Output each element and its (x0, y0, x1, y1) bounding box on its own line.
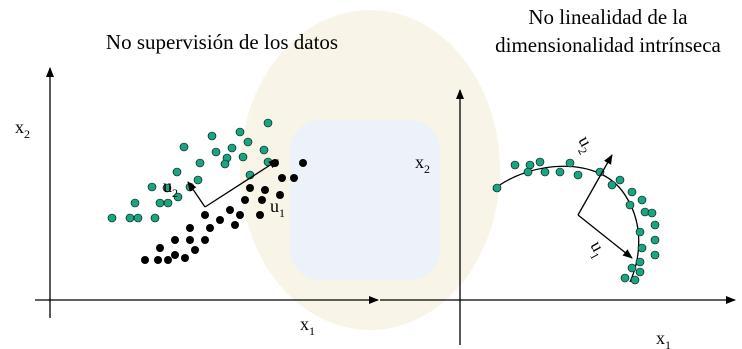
point (608, 181, 616, 189)
point (246, 184, 254, 192)
point (616, 176, 624, 184)
point (201, 211, 209, 219)
vector-u1 (578, 215, 632, 258)
point (290, 174, 298, 182)
point (236, 128, 244, 136)
point (574, 171, 582, 179)
point (628, 264, 636, 272)
point (191, 246, 199, 254)
point (626, 201, 634, 209)
point (524, 168, 532, 176)
point (164, 256, 172, 264)
point (206, 224, 214, 232)
point (636, 268, 644, 276)
point (151, 214, 159, 222)
point (648, 209, 656, 217)
u1-label: u1 (583, 237, 611, 262)
left-title: No supervisión de los datos (106, 30, 338, 54)
point (638, 196, 646, 204)
u2-label: u2 (163, 176, 178, 200)
point (556, 168, 564, 176)
point (226, 206, 234, 214)
point (278, 174, 286, 182)
vector-u2 (188, 182, 205, 207)
point (156, 199, 164, 207)
point (221, 160, 229, 168)
point (566, 159, 574, 167)
point (108, 214, 116, 222)
y-axis-label: x2 (15, 117, 30, 141)
point (244, 138, 252, 146)
point (638, 244, 646, 252)
point (493, 184, 501, 192)
point (164, 199, 172, 207)
point (212, 148, 220, 156)
u2-label: u2 (571, 132, 599, 157)
point (173, 168, 181, 176)
point (236, 211, 244, 219)
x-axis-label: x1 (656, 328, 671, 349)
right-title-line2: dimensionalidad intrínseca (495, 33, 721, 57)
point (641, 208, 649, 216)
point (196, 159, 204, 167)
point (194, 176, 202, 184)
point (264, 119, 272, 127)
point (636, 228, 644, 236)
point (126, 214, 134, 222)
point (256, 211, 264, 219)
point (261, 186, 269, 194)
manifold-curve (493, 166, 639, 282)
point (511, 161, 519, 169)
point (239, 153, 247, 161)
point (651, 221, 659, 229)
point (180, 143, 188, 151)
x-axis-label: x1 (300, 314, 315, 338)
diagram: No supervisión de los datos x2 x1 u2 u1 … (0, 0, 742, 349)
point (536, 158, 544, 166)
point (154, 256, 162, 264)
point (141, 256, 149, 264)
point (216, 216, 224, 224)
right-title-line1: No linealidad de la (528, 5, 688, 29)
point (201, 236, 209, 244)
point (631, 276, 639, 284)
point (208, 132, 216, 140)
green-points (493, 158, 659, 284)
vector-u2 (578, 155, 612, 215)
point (148, 183, 156, 191)
point (628, 188, 636, 196)
point (131, 199, 139, 207)
point (156, 244, 164, 252)
point (636, 258, 644, 266)
point (621, 274, 629, 282)
point (186, 236, 194, 244)
point (228, 144, 236, 152)
point (299, 159, 307, 167)
point (186, 224, 194, 232)
point (181, 254, 189, 262)
point (651, 236, 659, 244)
point (134, 214, 142, 222)
point (231, 221, 239, 229)
point (241, 196, 249, 204)
watermark (240, 10, 500, 330)
point (171, 236, 179, 244)
point (260, 146, 268, 154)
point (171, 251, 179, 259)
point (541, 168, 549, 176)
point (258, 196, 266, 204)
point (651, 251, 659, 259)
